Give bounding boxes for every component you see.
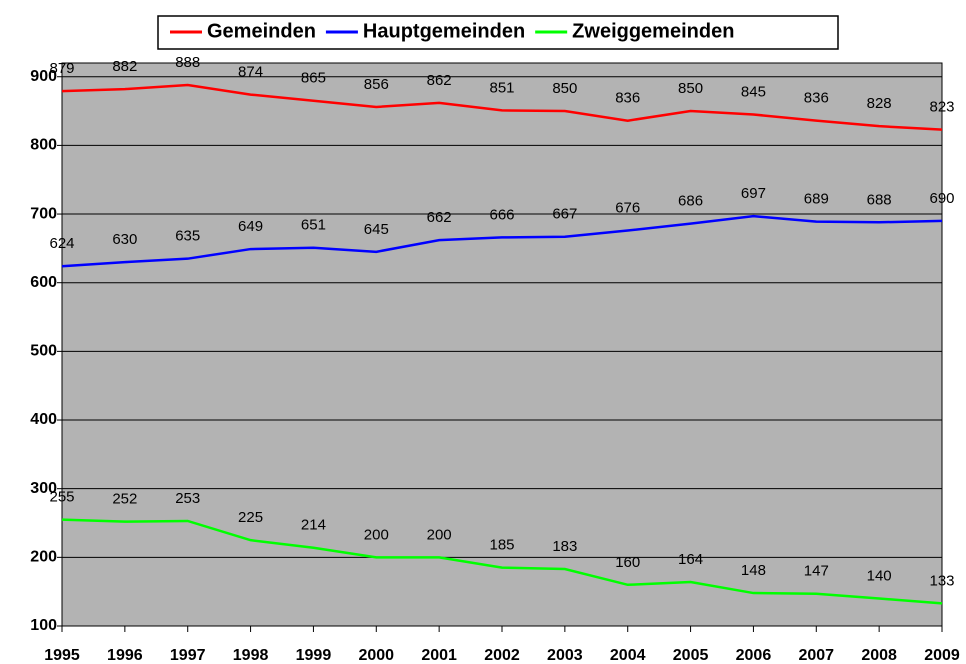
data-label: 836 [615, 90, 640, 107]
data-label: 645 [364, 221, 389, 238]
data-label: 676 [615, 199, 640, 216]
data-label: 649 [238, 218, 263, 235]
x-tick-label: 2000 [358, 647, 394, 664]
data-label: 879 [49, 60, 74, 77]
data-label: 255 [49, 489, 74, 506]
x-tick-label: 2008 [861, 647, 897, 664]
x-tick-label: 1999 [296, 647, 332, 664]
data-label: 850 [552, 80, 577, 97]
data-label: 828 [867, 95, 892, 112]
legend-label: Gemeinden [207, 20, 316, 42]
data-label: 836 [804, 90, 829, 107]
data-label: 662 [427, 209, 452, 226]
data-label: 667 [552, 206, 577, 223]
x-tick-label: 2001 [421, 647, 457, 664]
plot-area [61, 62, 943, 627]
y-tick-label: 900 [30, 68, 57, 85]
x-tick-label: 1996 [107, 647, 143, 664]
data-label: 688 [867, 191, 892, 208]
data-label: 200 [427, 526, 452, 543]
data-label: 160 [615, 554, 640, 571]
data-label: 635 [175, 228, 200, 245]
y-tick-label: 300 [30, 480, 57, 497]
x-tick-label: 2007 [798, 647, 834, 664]
x-tick-label: 2005 [673, 647, 709, 664]
y-tick-label: 500 [30, 343, 57, 360]
data-label: 253 [175, 490, 200, 507]
data-label: 183 [552, 538, 577, 555]
y-tick-label: 600 [30, 274, 57, 291]
series-line [61, 214, 943, 268]
x-tick-label: 2003 [547, 647, 583, 664]
series-line [61, 518, 943, 605]
data-label: 865 [301, 70, 326, 87]
x-tick-label: 2009 [924, 647, 960, 664]
data-label: 630 [112, 231, 137, 248]
data-label: 651 [301, 217, 326, 234]
x-tick-label: 1997 [170, 647, 206, 664]
data-label: 874 [238, 64, 263, 81]
data-label: 689 [804, 191, 829, 208]
y-tick-label: 100 [30, 617, 57, 634]
data-label: 690 [929, 190, 954, 207]
legend-box [157, 15, 839, 50]
data-label: 856 [364, 76, 389, 93]
legend-label: Zweiggemeinden [572, 20, 734, 42]
data-label: 252 [112, 491, 137, 508]
x-tick-label: 1995 [44, 647, 80, 664]
data-label: 697 [741, 185, 766, 202]
y-tick-label: 800 [30, 137, 57, 154]
data-label: 133 [929, 572, 954, 589]
data-label: 851 [489, 79, 514, 96]
data-label: 148 [741, 562, 766, 579]
data-label: 882 [112, 58, 137, 75]
data-label: 666 [489, 206, 514, 223]
x-tick-label: 2002 [484, 647, 520, 664]
data-label: 888 [175, 54, 200, 71]
y-tick-label: 700 [30, 205, 57, 222]
x-tick-label: 1998 [233, 647, 269, 664]
data-label: 850 [678, 80, 703, 97]
data-label: 200 [364, 526, 389, 543]
data-label: 164 [678, 551, 703, 568]
legend-label: Hauptgemeinden [363, 20, 525, 42]
data-label: 185 [489, 537, 514, 554]
series-line [61, 83, 943, 131]
x-tick-label: 2006 [736, 647, 772, 664]
data-label: 624 [49, 235, 74, 252]
y-tick-label: 400 [30, 411, 57, 428]
data-label: 225 [238, 509, 263, 526]
y-tick-label: 200 [30, 549, 57, 566]
x-tick-label: 2004 [610, 647, 646, 664]
data-label: 140 [867, 568, 892, 585]
data-label: 845 [741, 83, 766, 100]
data-label: 862 [427, 72, 452, 89]
data-label: 147 [804, 563, 829, 580]
data-label: 823 [929, 99, 954, 116]
data-label: 214 [301, 517, 326, 534]
data-label: 686 [678, 193, 703, 210]
